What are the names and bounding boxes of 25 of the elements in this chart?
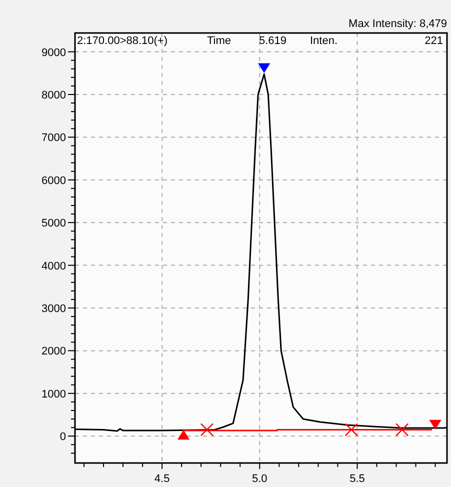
- y-tick-label: 1000: [42, 388, 66, 400]
- y-tick-label: 8000: [42, 89, 66, 102]
- x-tick-label: 5.0: [252, 473, 268, 485]
- point: [178, 430, 190, 440]
- y-tick-label: 6000: [42, 174, 66, 187]
- annotation: Time: [207, 35, 232, 47]
- point: [200, 423, 214, 436]
- text: Max Intensity: 8,479: [348, 18, 447, 30]
- point: [430, 420, 441, 430]
- annotation: 2:170.00>88.10(+): [77, 35, 168, 47]
- point: [344, 423, 358, 436]
- y-tick-label: 3000: [42, 302, 66, 315]
- x-tick-label: 4.5: [154, 473, 170, 485]
- annotation: Inten.: [310, 35, 338, 47]
- x-tick-label: 5.5: [350, 473, 365, 485]
- y-tick-label: 5000: [42, 218, 66, 230]
- point: [396, 423, 409, 436]
- y-tick-label: 2000: [42, 346, 66, 358]
- annotation: 221: [424, 35, 443, 47]
- y-tick-label: 7000: [42, 132, 66, 144]
- point: [258, 63, 270, 72]
- y-tick-label: 0: [60, 431, 66, 444]
- y-tick-label: 9000: [42, 46, 66, 59]
- annotation: 5.619: [259, 35, 287, 47]
- y-tick-label: 4000: [42, 260, 66, 272]
